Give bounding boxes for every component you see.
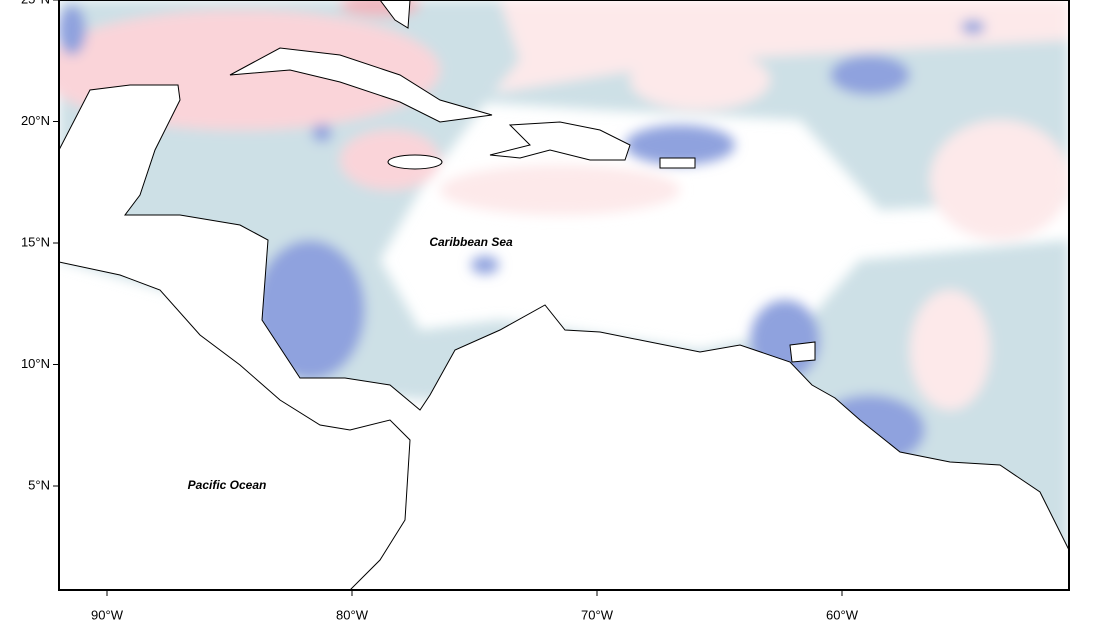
cuba [229, 47, 493, 123]
lat-tick-label: 20°N [21, 113, 50, 128]
anomaly-fields [59, 0, 1069, 590]
lat-tick-label: 10°N [21, 356, 50, 371]
florida [379, 0, 411, 29]
trinidad [789, 341, 816, 363]
lat-tick-label: 5°N [28, 477, 50, 492]
hispaniola [489, 121, 631, 161]
jamaica [387, 154, 443, 170]
lon-tick-label: 80°W [336, 607, 369, 622]
lon-tick-label: 90°W [91, 607, 124, 622]
ocean-label: Caribbean Sea [429, 235, 513, 249]
ocean-label: Atlantic Ocean [795, 0, 880, 4]
lon-tick-label: 60°W [826, 607, 859, 622]
frame [58, 0, 1070, 591]
map-area: Atlantic Ocean Caribbean Sea Pacific Ocean [59, 0, 1069, 590]
ocean-labels: Atlantic Ocean Caribbean Sea Pacific Ocean [188, 0, 880, 492]
lat-tick-label: 15°N [21, 234, 50, 249]
ocean-label: Pacific Ocean [188, 478, 267, 492]
coastlines [59, 0, 1069, 590]
lon-tick-label: 70°W [581, 607, 614, 622]
mainland [59, 84, 1069, 590]
puerto-rico [659, 157, 696, 169]
lat-tick-label: 25°N [21, 0, 50, 6]
